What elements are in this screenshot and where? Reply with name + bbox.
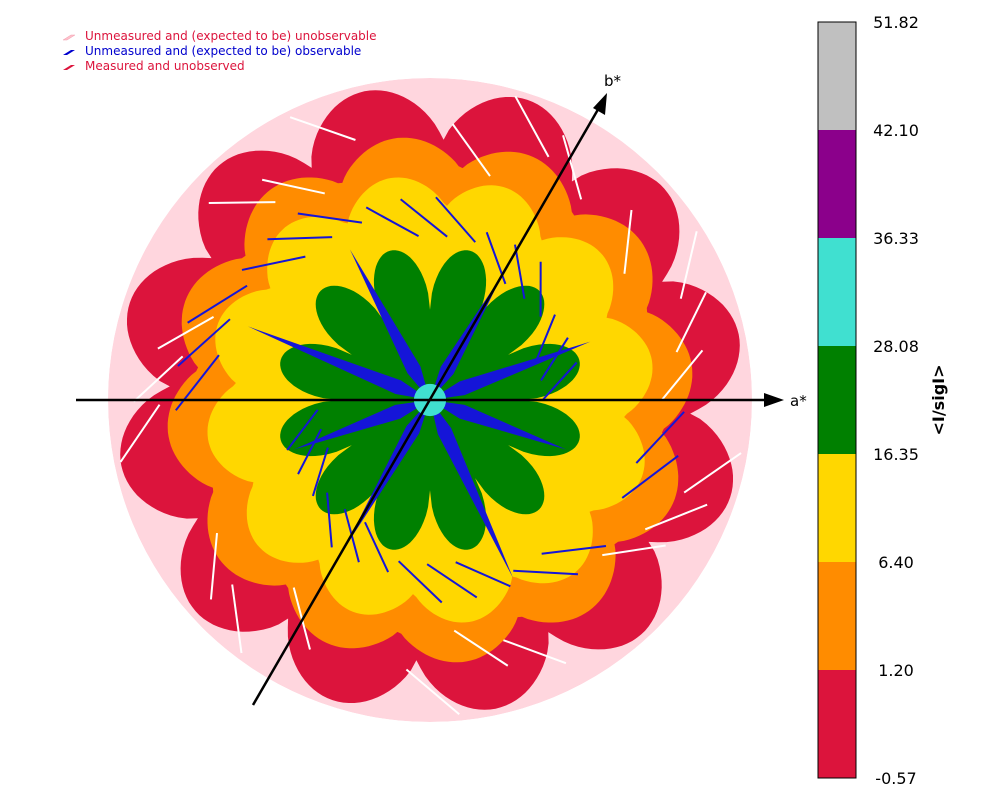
observable-unmeasured-wedge (430, 400, 514, 579)
legend-swatch-observable (63, 50, 75, 55)
colorbar-tick-label: 16.35 (873, 445, 919, 464)
colorbar-segment (818, 22, 856, 130)
gap-streak (453, 629, 509, 667)
a-star-arrowhead (764, 393, 784, 407)
legend-label-measured-unobserved: Measured and unobserved (85, 59, 245, 73)
colorbar-segment (818, 238, 856, 346)
observable-streak (326, 492, 333, 548)
observable-streak (365, 206, 420, 238)
legend-entry-unobservable: Unmeasured and (expected to be) unobserv… (62, 29, 377, 43)
a-star-axis-label: a* (790, 392, 807, 410)
colorbar-frame (817, 21, 857, 779)
observable-streak (297, 428, 323, 475)
observable-streak (541, 544, 607, 555)
observable-streak (187, 284, 248, 324)
observable-streak (177, 318, 231, 367)
observable-streak (241, 255, 306, 271)
colorbar: 51.82 42.10 36.33 28.08 16.35 6.40 1.20 -0.57 (817, 13, 919, 788)
observable-unmeasured-wedge (430, 400, 567, 450)
observable-streak (267, 236, 333, 241)
b-star-axis-line (251, 105, 602, 706)
observable-streak (426, 563, 478, 599)
gap-streak (289, 116, 356, 141)
colorbar-segment (818, 562, 856, 670)
colorbar-segment (818, 346, 856, 454)
legend-label-unobservable: Unmeasured and (expected to be) unobserv… (85, 29, 377, 43)
observable-streak (286, 409, 319, 451)
observable-streak (513, 244, 526, 299)
gap-streak (208, 201, 276, 204)
gap-streak (679, 231, 698, 299)
gap-streak (562, 135, 583, 200)
observable-streak (541, 361, 578, 401)
gap-streak (231, 584, 243, 654)
legend-label-observable: Unmeasured and (expected to be) observab… (85, 44, 361, 58)
gap-streak (261, 178, 325, 195)
legend: Unmeasured and (expected to be) unobserv… (62, 29, 377, 73)
observable-streak (534, 314, 556, 362)
colorbar-title: <I/sigI> (929, 364, 948, 435)
colorbar-tick-label: 1.20 (878, 661, 914, 680)
legend-swatch-measured-unobserved (63, 65, 75, 70)
gap-streak (602, 544, 666, 557)
observable-unmeasured-wedge (430, 341, 591, 400)
colorbar-tick-label: 28.08 (873, 337, 919, 356)
gap-streak (644, 503, 708, 531)
gap-streak (157, 316, 215, 350)
colorbar-segment (818, 130, 856, 238)
colorbar-segment (818, 454, 856, 562)
gap-streak (514, 95, 550, 158)
observable-streak (513, 569, 578, 576)
gap-streak (451, 123, 491, 177)
b-star-arrowhead (593, 93, 607, 115)
colorbar-tick-label: 42.10 (873, 121, 919, 140)
observable-unmeasured-wedge (247, 326, 430, 400)
gap-streak (133, 355, 184, 403)
observable-unmeasured-wedge (349, 249, 430, 400)
colorbar-tick-label: 6.40 (878, 553, 914, 572)
gap-streak (623, 209, 633, 274)
colorbar-tick-label: 51.82 (873, 13, 919, 32)
observable-streak (455, 561, 511, 588)
reciprocal-axes: a* b* (76, 72, 807, 706)
gap-streak (503, 639, 567, 665)
colorbar-tick-label: 36.33 (873, 229, 919, 248)
legend-swatch-unobservable (62, 34, 76, 41)
observable-streak (435, 196, 477, 243)
observable-unmeasured-wedge (293, 400, 430, 450)
gap-streak (119, 404, 161, 463)
b-star-axis-label: b* (604, 72, 622, 90)
observable-streak (635, 411, 685, 464)
colorbar-segment (818, 670, 856, 778)
observable-streak (364, 521, 390, 573)
observable-streak (311, 447, 329, 497)
gap-streak (683, 452, 742, 494)
colorbar-tick-label: -0.57 (875, 769, 916, 788)
observable-streak (621, 455, 679, 499)
gap-streak (675, 291, 707, 353)
legend-entry-observable: Unmeasured and (expected to be) observab… (63, 44, 361, 58)
gap-streak (209, 533, 219, 600)
observable-streak (400, 198, 448, 238)
observable-streak (397, 560, 443, 604)
gap-streak (661, 349, 704, 401)
legend-entry-measured-unobserved: Measured and unobserved (63, 59, 245, 73)
gap-streak (405, 668, 460, 715)
observable-streak (297, 212, 363, 224)
observable-streak (540, 337, 569, 381)
